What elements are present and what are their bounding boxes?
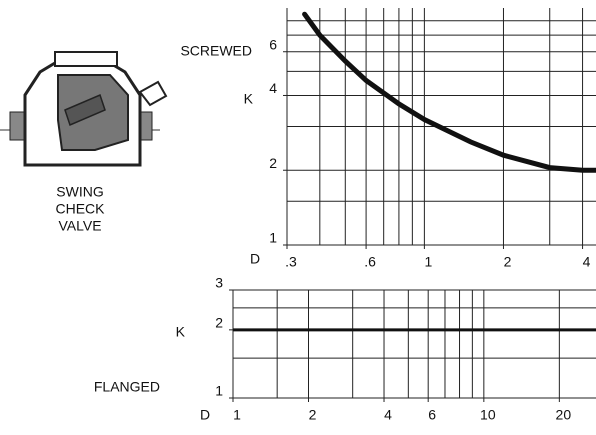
y-tick-label: 1 [215,383,223,399]
data-line [302,11,596,173]
x-tick-label: .3 [285,254,297,270]
y-tick-label: 4 [269,80,277,96]
valve-illustration: SWING CHECK VALVE [0,51,168,234]
x-tick-label: .6 [364,254,376,270]
y-tick-label: 2 [269,155,277,171]
x-tick-label: 20 [556,407,572,423]
annotation: FLANGED [94,379,160,395]
caption: VALVE [58,218,101,234]
x-tick-label: 2 [504,254,512,270]
x-tick-label: 4 [583,254,591,270]
x-tick-label: 10 [480,407,496,423]
y-tick-label: 6 [269,36,277,52]
caption: CHECK [55,201,105,217]
caption: SWING [56,184,103,200]
y-axis-label: K [176,324,186,340]
plot [302,11,596,173]
y-axis-label: K [244,91,254,107]
x-tick-label: 2 [309,407,317,423]
x-tick-label: 1 [233,407,241,423]
y-tick-label: 2 [215,315,223,331]
x-axis-label: D [200,407,210,423]
annotation: SCREWED [180,43,252,59]
x-tick-label: 6 [428,407,436,423]
x-tick-label: 1 [424,254,432,270]
x-axis-label: D [250,251,260,267]
y-tick-label: 1 [269,230,277,246]
y-tick-label: 3 [215,275,223,291]
x-tick-label: 4 [384,407,392,423]
